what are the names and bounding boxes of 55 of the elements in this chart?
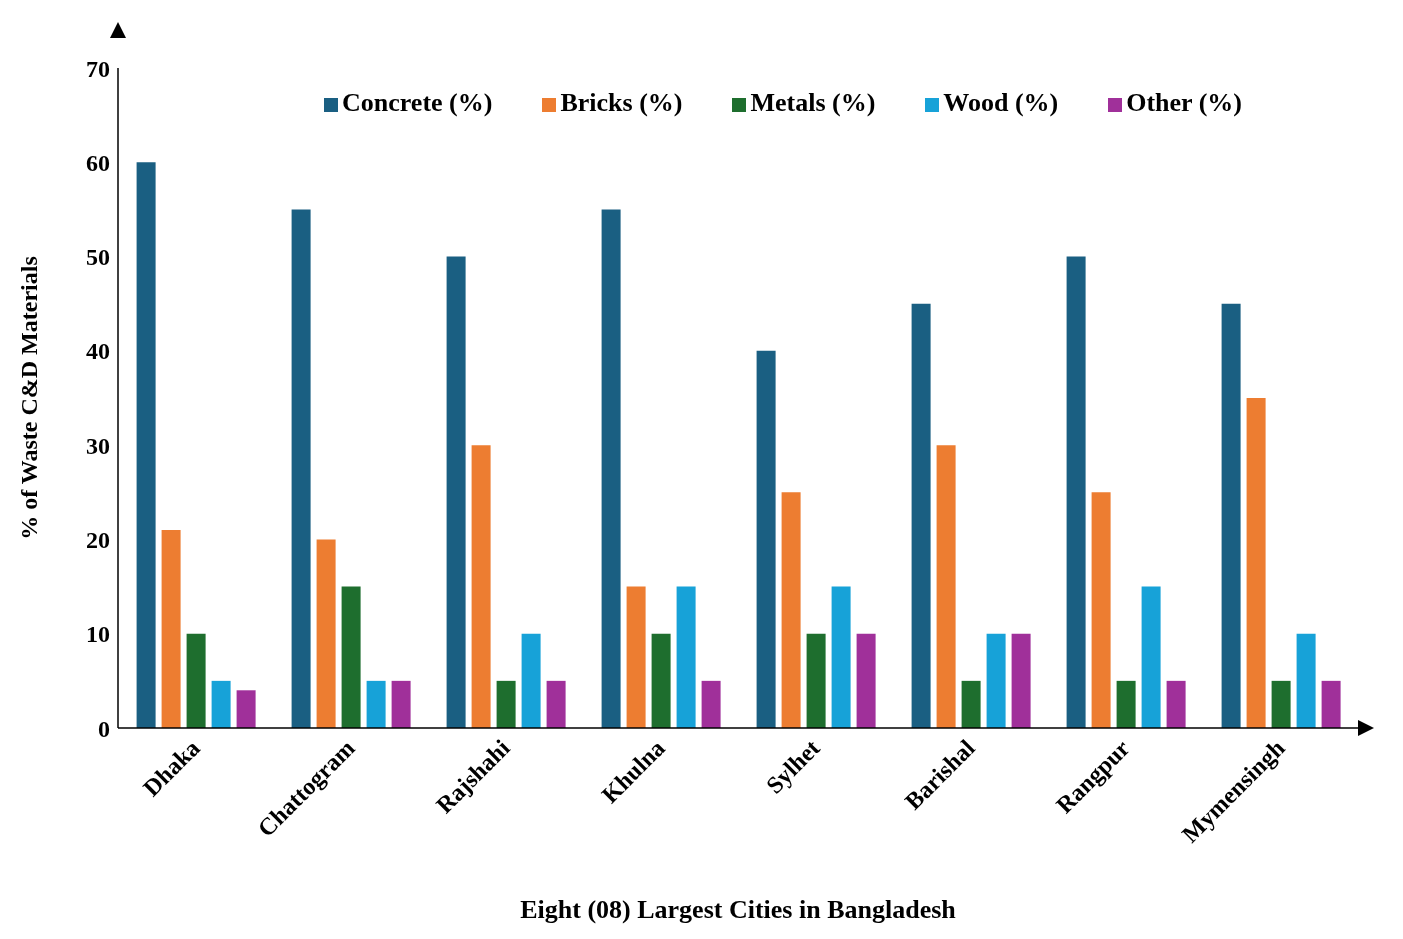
bar [911,303,931,728]
bar [961,680,981,728]
y-axis-title: % of Waste C&D Materials [15,256,42,540]
bar [1011,633,1031,728]
bar [1116,680,1136,728]
bar [366,680,386,728]
y-tick-label: 0 [98,715,110,742]
legend-label: Bricks (%) [560,88,683,117]
bar [626,586,646,728]
bar [1221,303,1241,728]
bar [1296,633,1316,728]
y-tick-label: 30 [86,432,110,459]
y-tick-label: 60 [86,149,110,176]
bar [496,680,516,728]
bar [986,633,1006,728]
legend-label: Wood (%) [943,88,1059,117]
bar [291,209,311,728]
bar [1166,680,1186,728]
bar [1246,398,1266,728]
bar [391,680,411,728]
bar [756,350,776,728]
bar [521,633,541,728]
bar [1066,256,1086,728]
bar [856,633,876,728]
bar [936,445,956,728]
bar [236,690,256,728]
bar [781,492,801,728]
bar [186,633,206,728]
bar [471,445,491,728]
bar [446,256,466,728]
y-tick-label: 10 [86,621,110,648]
bar [806,633,826,728]
legend-label: Concrete (%) [342,88,493,117]
bar [1091,492,1111,728]
bar [651,633,671,728]
bar [136,162,156,728]
y-tick-label: 50 [86,244,110,271]
legend-label: Other (%) [1126,88,1242,117]
bar [701,680,721,728]
bar [1141,586,1161,728]
bar [546,680,566,728]
bar [316,539,336,728]
bar [341,586,361,728]
x-axis-title: Eight (08) Largest Cities in Bangladesh [520,895,957,924]
bar [1321,680,1341,728]
y-tick-label: 70 [86,55,110,82]
bar [1271,680,1291,728]
bar [676,586,696,728]
bar [161,530,181,728]
bar [601,209,621,728]
y-tick-label: 20 [86,526,110,553]
y-tick-label: 40 [86,338,110,365]
legend-label: Metals (%) [750,88,876,117]
bar [831,586,851,728]
bar [211,680,231,728]
